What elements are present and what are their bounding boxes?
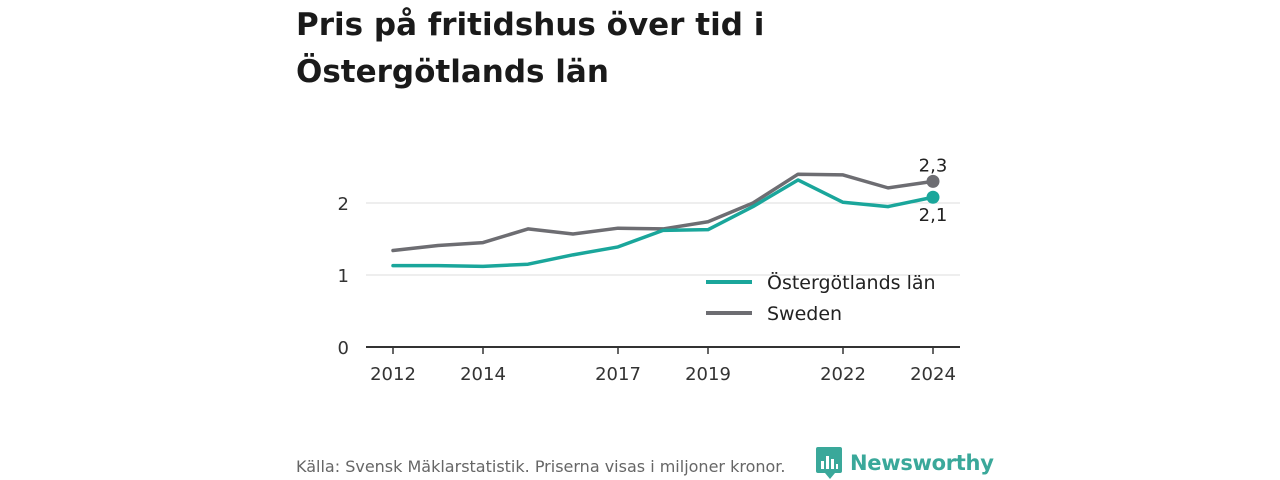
x-axis: 2012 2014 2017 2019 2022 2024 <box>366 346 960 385</box>
newsworthy-logo-icon <box>816 447 842 479</box>
x-tick-label: 2022 <box>820 364 866 385</box>
y-tick-label: 1 <box>338 266 349 287</box>
end-value-label: 2,1 <box>919 205 948 226</box>
series-line-sweden <box>391 172 935 253</box>
x-tick-label: 2019 <box>685 364 731 385</box>
end-point-sweden <box>926 174 940 188</box>
y-tick-label: 2 <box>338 194 349 215</box>
x-tick-label: 2017 <box>595 364 641 385</box>
y-axis-ticks: 0 1 2 <box>338 194 349 359</box>
y-tick-label: 0 <box>338 338 349 359</box>
end-point-ostergotland <box>926 190 940 204</box>
x-tick-label: 2014 <box>460 364 506 385</box>
brand-name: Newsworthy <box>850 451 994 475</box>
legend-label: Östergötlands län <box>767 271 936 294</box>
end-value-label: 2,3 <box>919 155 948 176</box>
x-tick-label: 2024 <box>910 364 956 385</box>
series-lines: 2,1 2,3 <box>391 155 948 269</box>
line-chart: 0 1 2 2012 2014 2017 2019 2022 2024 2,1 2,3 Öste… <box>338 155 960 385</box>
series-line-ostergotland <box>391 178 935 269</box>
legend: Östergötlands län Sweden <box>706 271 936 325</box>
x-tick-label: 2012 <box>370 364 416 385</box>
chart-title: Pris på fritidshus över tid i Östergötla… <box>296 7 765 90</box>
legend-label: Sweden <box>767 303 842 325</box>
source-note: Källa: Svensk Mäklarstatistik. Priserna … <box>296 457 786 476</box>
brand[interactable]: Newsworthy <box>816 446 994 480</box>
